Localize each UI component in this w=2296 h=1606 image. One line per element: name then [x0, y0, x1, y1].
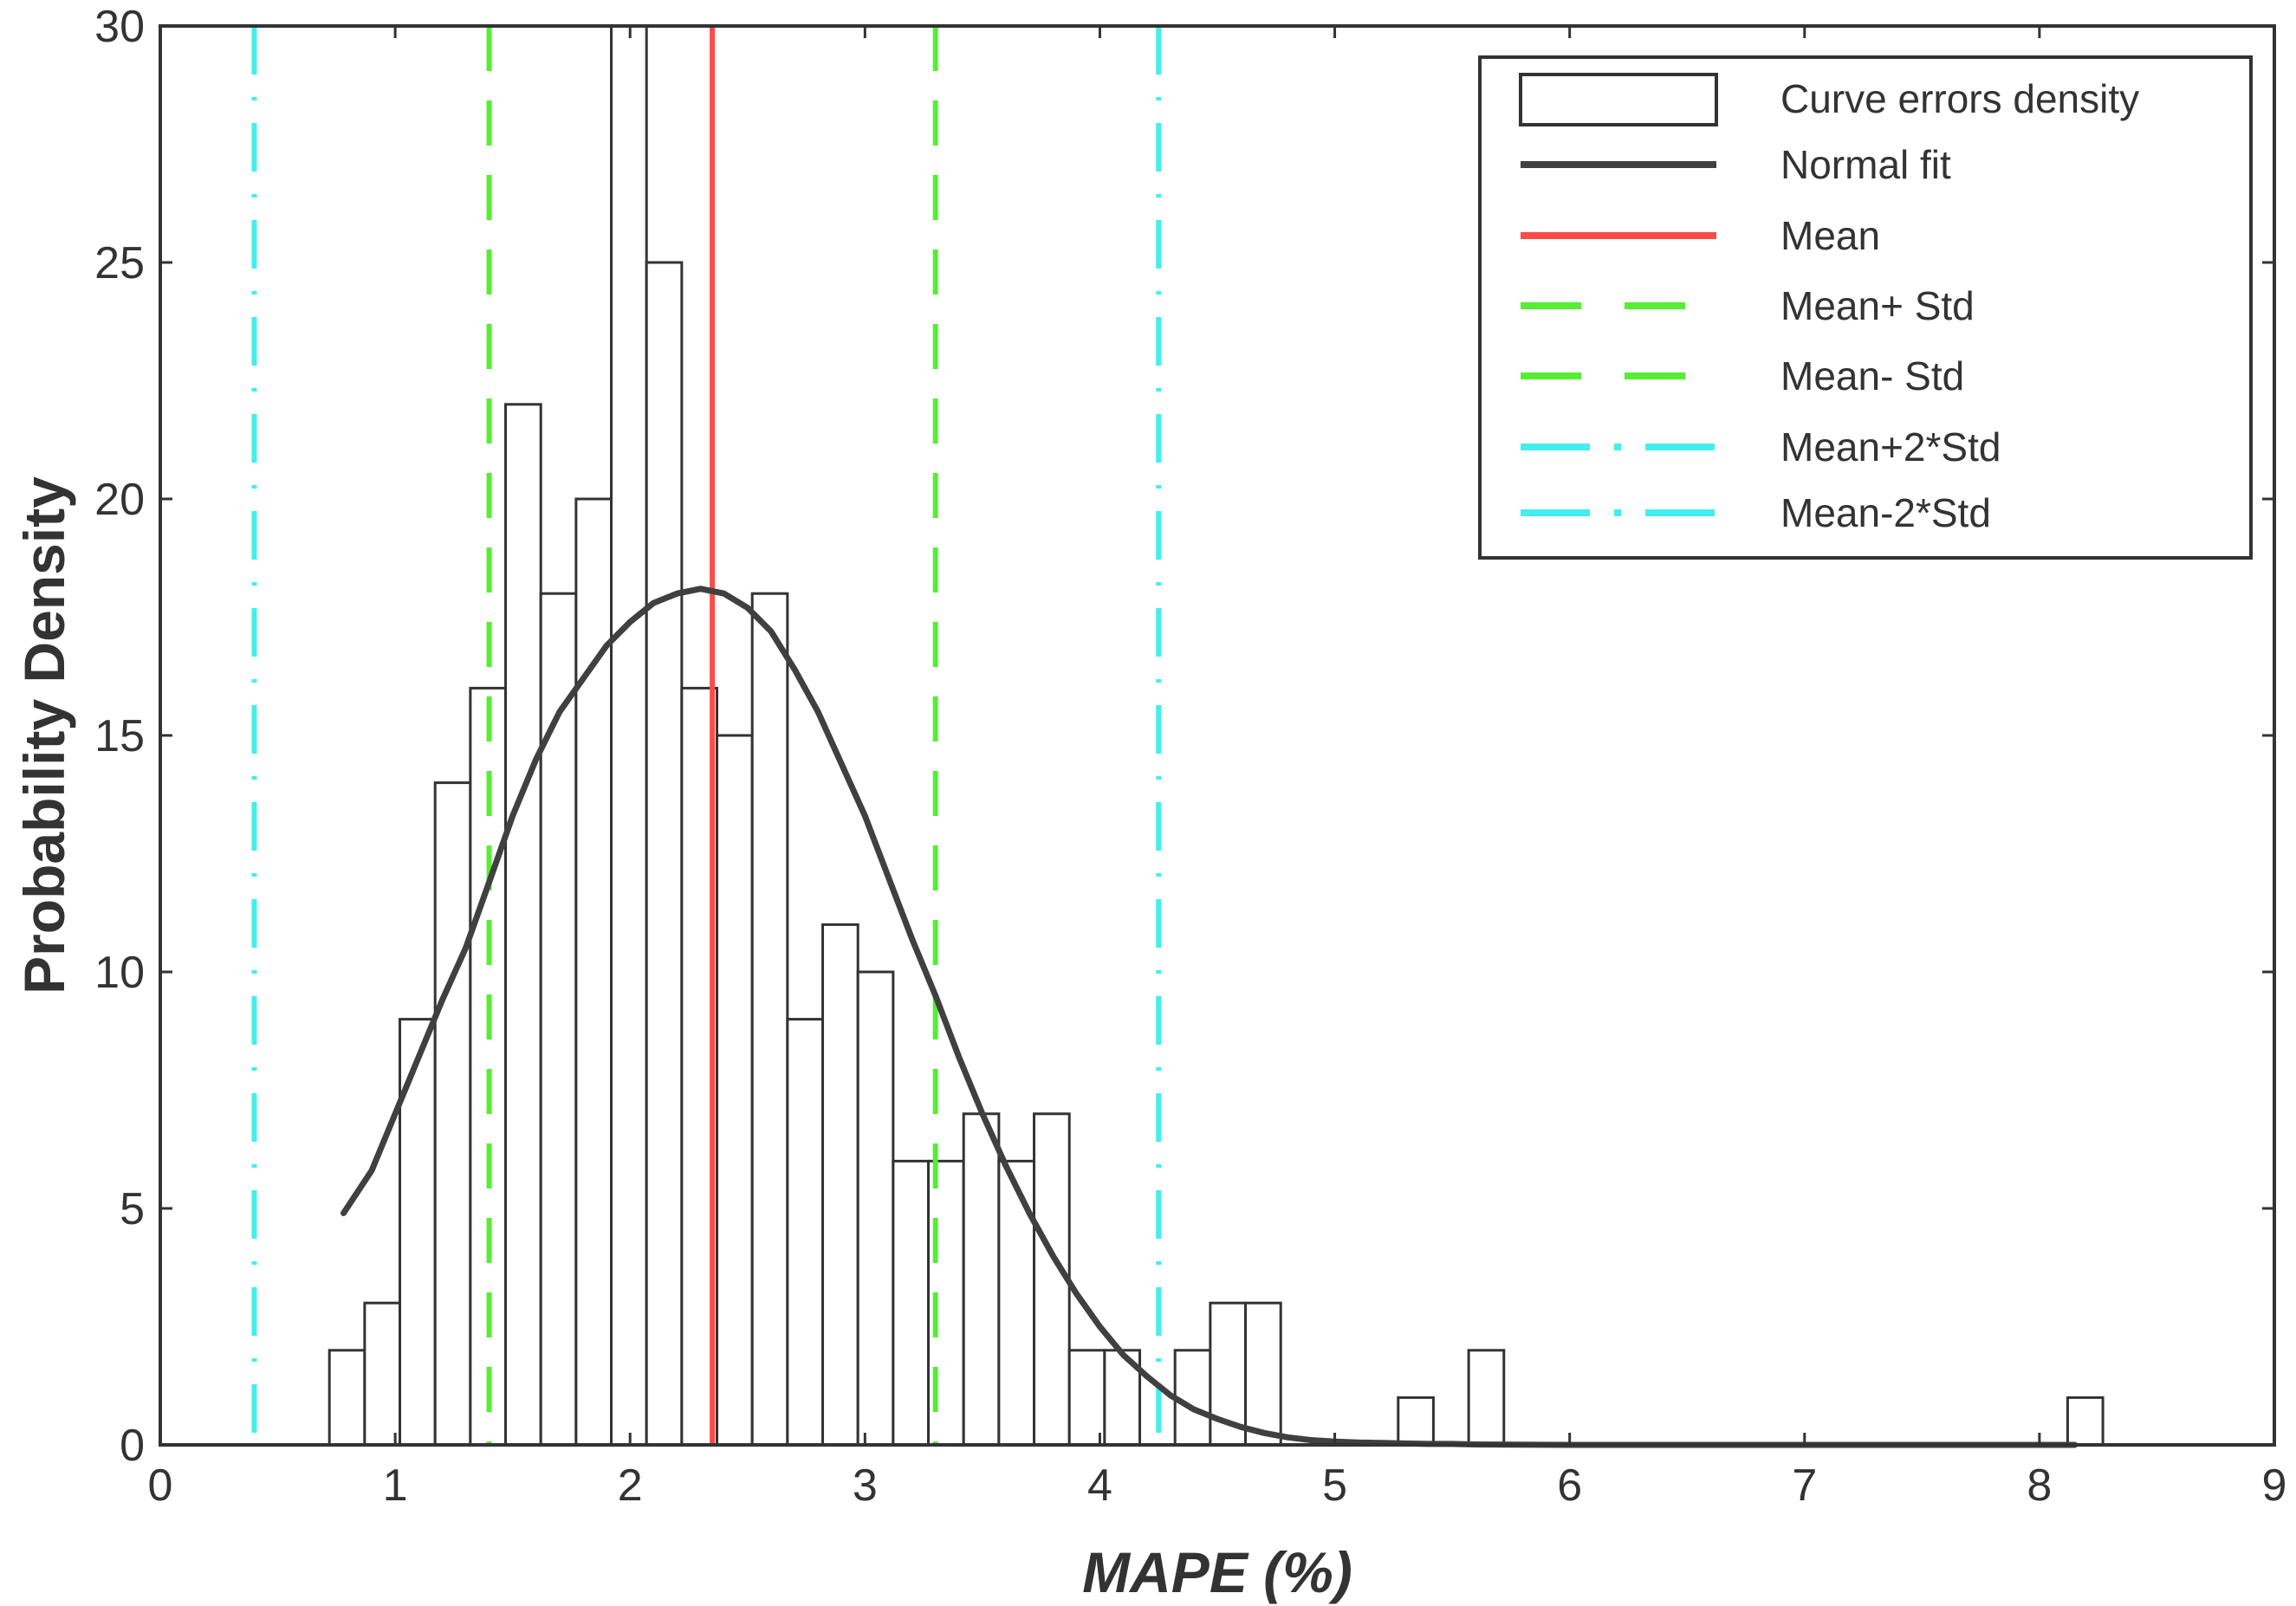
x-tick-label: 1	[383, 1460, 408, 1511]
histogram-bar-28	[1397, 1396, 1435, 1447]
histogram-bar-17	[892, 1159, 931, 1447]
histogram-bar-7	[539, 592, 578, 1447]
normal-fit-curve	[341, 586, 2079, 1448]
histogram-bar-8	[574, 497, 613, 1447]
y-axis-title: Probability Density	[12, 476, 76, 994]
histogram-bar-15	[821, 923, 859, 1447]
y-tick-label: 0	[120, 1421, 145, 1471]
histogram-bar-14	[786, 1018, 825, 1447]
y-ticks: 0 5 10 15 20 25 30	[94, 2, 2274, 1471]
histogram-bar-20	[997, 1159, 1036, 1447]
histogram-bar-25	[1173, 1349, 1212, 1447]
legend-swatch-curve-errors-density	[1519, 73, 1718, 126]
histogram-bar-19	[962, 1112, 1001, 1447]
legend-label-mean-std: Mean- Std	[1780, 353, 1964, 398]
histogram-bar-30	[2066, 1396, 2105, 1447]
x-tick-label: 6	[1557, 1460, 1582, 1511]
histogram-bar-10	[645, 261, 684, 1447]
y-tick-label: 20	[94, 475, 145, 525]
y-tick-label: 5	[120, 1184, 145, 1234]
histogram-bar-2	[363, 1301, 402, 1447]
histogram-bar-9	[610, 24, 648, 1447]
histogram-bar-4	[433, 781, 472, 1447]
legend-label-mean-plus-std: Mean+ Std	[1780, 283, 1975, 328]
x-tick-label: 5	[1322, 1460, 1347, 1511]
legend: Curve errors density Normal fit Mean Mean+ …	[1478, 55, 2253, 560]
x-tick-label: 2	[618, 1460, 643, 1511]
y-tick-label: 25	[94, 238, 145, 288]
x-tick-label: 8	[2027, 1460, 2052, 1511]
y-tick-label: 15	[94, 711, 145, 761]
histogram-bar-13	[750, 592, 789, 1447]
legend-box	[1478, 55, 2253, 560]
reference-lines	[251, 26, 1162, 1445]
histogram-bar-16	[856, 970, 895, 1447]
x-tick-label: 7	[1792, 1460, 1817, 1511]
legend-label-mean-plus2std: Mean+2*Std	[1780, 424, 2001, 469]
normal-fit-layer	[341, 586, 2079, 1448]
histogram-bar-21	[1033, 1112, 1071, 1447]
x-tick-label: 3	[853, 1460, 878, 1511]
legend-label-mean-2std: Mean-2*Std	[1780, 490, 1991, 535]
legend-label-curve-errors-density: Curve errors density	[1780, 76, 2139, 121]
x-ticks: 0 1 2 3 4 5 6 7 8 9	[148, 26, 2287, 1511]
legend-label-normal-fit: Normal fit	[1780, 142, 1951, 187]
y-tick-label: 30	[94, 2, 145, 52]
x-tick-label: 4	[1087, 1460, 1112, 1511]
x-tick-label: 9	[2262, 1460, 2287, 1511]
x-tick-label: 0	[148, 1460, 173, 1511]
histogram-bar-22	[1067, 1349, 1106, 1447]
histogram-bar-12	[716, 734, 754, 1447]
y-tick-label: 10	[94, 948, 145, 998]
histogram-bar-1	[328, 1349, 366, 1447]
histogram-bar-27	[1244, 1301, 1282, 1447]
x-axis-title: MAPE (%)	[1082, 1540, 1352, 1604]
histogram-bar-6	[504, 403, 542, 1447]
histogram-bar-29	[1467, 1349, 1506, 1447]
legend-label-mean: Mean	[1780, 213, 1880, 258]
